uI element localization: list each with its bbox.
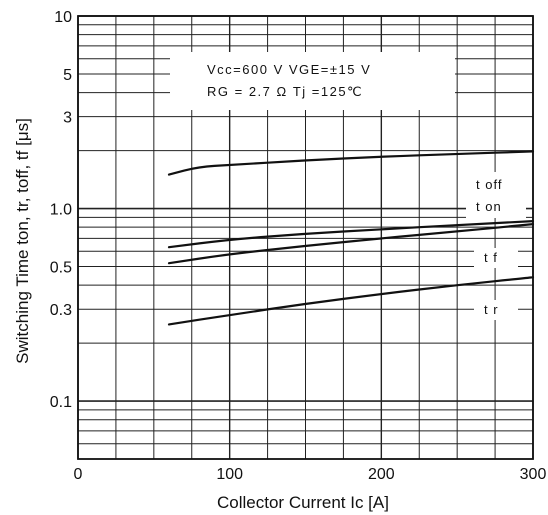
- x-tick-label: 300: [520, 466, 547, 483]
- y-tick-label: 3: [63, 110, 72, 127]
- plot-frame: [77, 15, 534, 460]
- series-label-tr: t r: [484, 302, 499, 317]
- conditions-box: [170, 52, 455, 110]
- y-tick-label: 0.5: [50, 259, 72, 276]
- tick-labels: 0 100 200 300 0.1 0.3 0.5 1.0 3 5 10: [50, 9, 547, 483]
- y-tick-label: 1.0: [50, 202, 72, 219]
- label-pad-tf: [474, 248, 518, 268]
- series-label-tf: t f: [484, 250, 498, 265]
- y-tick-label: 5: [63, 67, 72, 84]
- label-pad-toff-ton: [466, 172, 526, 218]
- series-label-toff: t off: [476, 177, 502, 192]
- y-axis-label: Switching Time ton, tr, toff, tf [μs]: [13, 118, 32, 364]
- series-line-toff: [167, 150, 535, 176]
- x-tick-label: 0: [74, 466, 83, 483]
- y-tick-label: 0.1: [50, 394, 72, 411]
- conditions-line-2: RG = 2.7 Ω Tj =125℃: [207, 84, 363, 99]
- series-line-tf: [167, 223, 535, 265]
- series-label-ton: t on: [476, 199, 502, 214]
- y-tick-label: 10: [54, 9, 72, 26]
- series-group: t off t on t f t r: [167, 150, 535, 326]
- x-tick-label: 100: [216, 466, 243, 483]
- y-tick-label: 0.3: [50, 302, 72, 319]
- x-tick-label: 200: [368, 466, 395, 483]
- conditions-line-1: Vcc=600 V VGE=±15 V: [207, 62, 371, 77]
- label-pad-tr: [474, 300, 518, 320]
- x-axis-label: Collector Current Ic [A]: [217, 493, 389, 512]
- series-line-ton: [167, 220, 535, 249]
- series-line-tr: [167, 276, 535, 326]
